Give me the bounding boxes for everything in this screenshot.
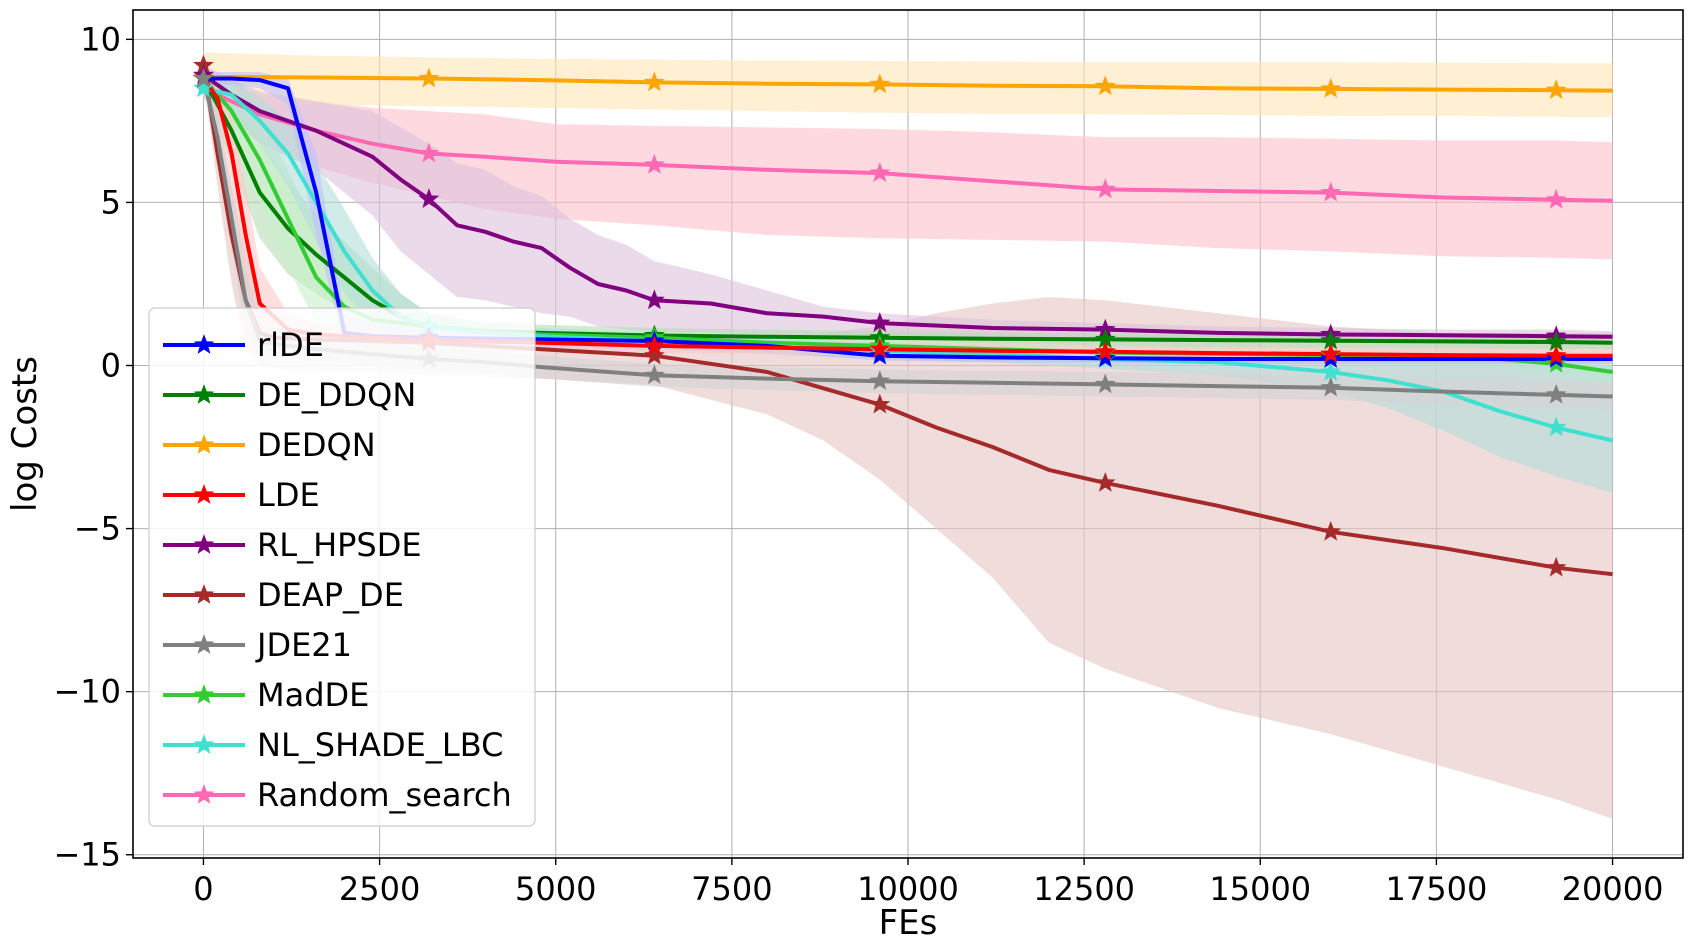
x-tick-label: 10000 (857, 870, 959, 908)
marker-nl-shade-lbc (1320, 361, 1342, 381)
marker-jde21 (1094, 373, 1116, 394)
marker-random-search (1094, 178, 1116, 199)
legend-marker-rl-hpsde (193, 534, 215, 554)
marker-dedqn (1320, 77, 1342, 98)
marker-deap-de (1320, 520, 1342, 541)
marker-random-search (643, 153, 665, 174)
marker-lde (869, 338, 891, 359)
legend-marker-random-search (193, 784, 215, 804)
legend-label-dedqn: DEDQN (257, 426, 376, 464)
marker-deap-de (869, 393, 891, 414)
x-tick-label: 17500 (1386, 870, 1488, 908)
y-tick-label: −5 (74, 510, 121, 548)
x-tick-label: 15000 (1209, 870, 1311, 908)
band-deap-de (203, 52, 1613, 819)
y-tick-label: 5 (101, 183, 121, 221)
marker-nl-shade-lbc (193, 77, 214, 98)
marker-dedqn (1545, 79, 1567, 100)
marker-jde21 (193, 67, 214, 88)
legend-marker-de-ddqn (193, 384, 215, 404)
legend-marker-rlde (193, 334, 215, 354)
marker-deap-de (643, 344, 665, 365)
marker-jde21 (1320, 376, 1342, 397)
line-lde (201, 77, 1613, 358)
marker-dedqn (643, 71, 665, 92)
legend-label-nl-shade-lbc: NL_SHADE_LBC (257, 726, 503, 764)
legend-label-rlde: rlDE (257, 326, 324, 364)
legend-marker-jde21 (193, 634, 215, 654)
y-axis-ticks: 10 5 0 −5 −10 −15 (53, 20, 133, 874)
marker-jde21 (869, 370, 891, 390)
marker-rl-hpsde (418, 188, 440, 209)
marker-jde21 (1545, 383, 1567, 404)
x-tick-label: 7500 (691, 870, 772, 908)
x-axis-ticks: 0 2500 5000 7500 10000 12500 15000 17500 20000 (193, 858, 1663, 908)
legend-marker-deap-de (193, 584, 215, 604)
marker-deap-de (1545, 556, 1567, 577)
x-tick-label: 0 (193, 870, 213, 908)
marker-dedqn (1094, 75, 1116, 96)
y-tick-label: 0 (101, 347, 121, 385)
legend-box (148, 307, 536, 827)
marker-rlde (1094, 347, 1116, 368)
legend-marker-nl-shade-lbc (193, 734, 215, 754)
legend-label-deap-de: DEAP_DE (257, 576, 404, 614)
y-axis-label: log Costs (5, 356, 45, 512)
marker-nl-shade-lbc (1545, 416, 1567, 437)
legend-marker-lde (193, 484, 215, 504)
marker-deap-de (1094, 471, 1116, 492)
legend-label-rl-hpsde: RL_HPSDE (257, 526, 422, 564)
marker-rlde (869, 344, 891, 365)
marker-lde (1320, 343, 1342, 363)
legend: rlDE DE_DDQN DEDQN LDE RL_HPSDE DEAP_DE JDE21 M… (148, 307, 536, 827)
legend-label-madde: MadDE (257, 676, 369, 714)
marker-rl-hpsde (643, 289, 665, 310)
legend-label-de-ddqn: DE_DDQN (257, 376, 416, 414)
line-dedqn (203, 74, 1613, 93)
y-tick-label: −10 (53, 673, 121, 711)
legend-label-lde: LDE (257, 476, 320, 514)
marker-random-search (418, 142, 440, 163)
confidence-bands (203, 52, 1613, 819)
marker-random-search (1320, 181, 1342, 202)
marker-jde21 (643, 364, 665, 385)
marker-dedqn (418, 67, 440, 88)
x-tick-label: 2500 (339, 870, 420, 908)
band-rl-hpsde (203, 65, 1613, 345)
x-tick-label: 5000 (515, 870, 596, 908)
legend-marker-dedqn (193, 434, 215, 454)
marker-lde (643, 334, 665, 355)
marker-lde (1545, 344, 1567, 365)
y-tick-label: −15 (53, 836, 121, 874)
legend-label-random-search: Random_search (257, 776, 512, 814)
x-axis-label: FEs (879, 903, 938, 943)
marker-dedqn (869, 73, 891, 94)
x-tick-label: 12500 (1033, 870, 1135, 908)
y-tick-label: 10 (80, 20, 121, 58)
legend-marker-madde (193, 684, 215, 704)
line-rl-hpsde (202, 73, 1613, 339)
marker-random-search (1545, 188, 1567, 209)
x-tick-label: 20000 (1562, 870, 1664, 908)
marker-random-search (869, 162, 891, 182)
legend-label-jde21: JDE21 (255, 626, 352, 664)
marker-lde (1094, 340, 1116, 361)
